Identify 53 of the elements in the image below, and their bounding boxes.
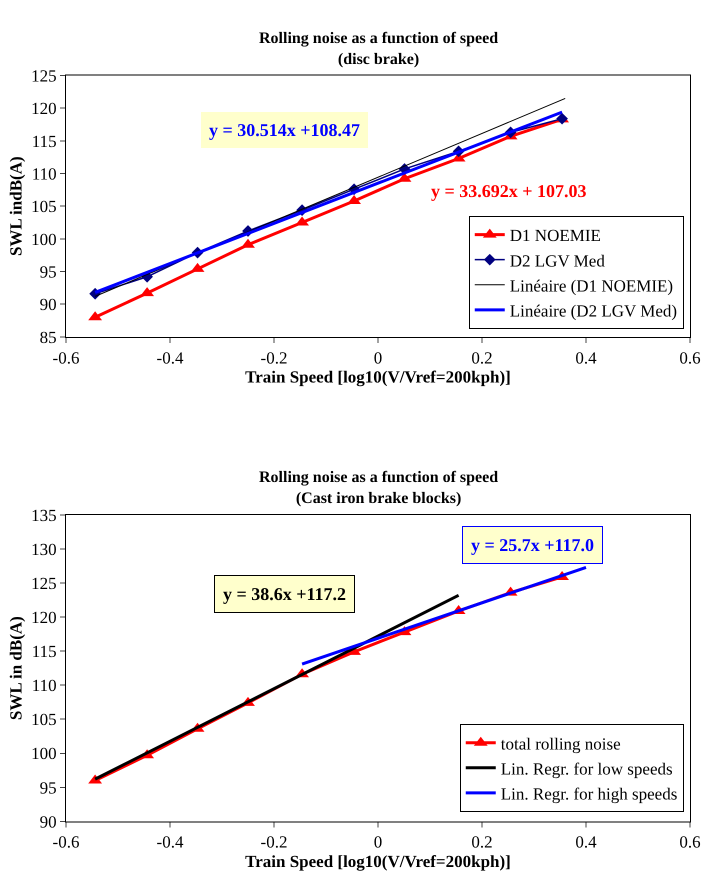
legend-label: Linéaire (D1 NOEMIE) bbox=[510, 276, 674, 296]
y-tick-label: 85 bbox=[40, 328, 57, 347]
y-tick-label: 110 bbox=[32, 164, 57, 184]
y-tick-label: 120 bbox=[31, 99, 57, 118]
y-tick-label: 135 bbox=[31, 506, 57, 525]
x-axis-title: Train Speed [log10(V/Vref=200kph)] bbox=[245, 368, 511, 387]
y-tick-label: 100 bbox=[31, 744, 57, 764]
legend-label: Lin. Regr. for low speeds bbox=[500, 759, 673, 778]
y-axis-title: SWL indB(A) bbox=[6, 156, 26, 256]
point bbox=[556, 112, 568, 125]
legend-label: D2 LGV Med bbox=[510, 251, 606, 270]
y-tick-label: 90 bbox=[40, 812, 57, 832]
x-tick-label: 0.2 bbox=[471, 832, 493, 852]
y-tick-label: 105 bbox=[31, 197, 57, 216]
y-tick-label: 115 bbox=[32, 132, 57, 151]
y-tick-label: 100 bbox=[31, 230, 57, 249]
x-tick-label: -0.4 bbox=[156, 832, 184, 852]
x-tick-label: 0.4 bbox=[575, 348, 598, 368]
chart-subtitle: (Cast iron brake blocks) bbox=[296, 490, 462, 507]
legend-label: Linéaire (D2 LGV Med) bbox=[510, 302, 678, 321]
x-tick-label: 0.6 bbox=[679, 832, 701, 852]
x-tick-label: 0 bbox=[374, 348, 382, 368]
chart-subtitle: (disc brake) bbox=[338, 50, 420, 68]
x-tick-label: -0.6 bbox=[52, 832, 80, 852]
x-tick-label: 0.6 bbox=[679, 348, 701, 368]
y-axis-title: SWL in dB(A) bbox=[6, 616, 26, 720]
y-tick-label: 130 bbox=[31, 540, 57, 559]
x-tick-label: -0.2 bbox=[260, 832, 288, 852]
y-tick-label: 90 bbox=[40, 295, 57, 314]
chart-title: Rolling noise as a function of speed bbox=[259, 469, 498, 486]
x-tick-label: 0.2 bbox=[471, 348, 493, 368]
legend-label: Lin. Regr. for high speeds bbox=[500, 784, 678, 804]
annotation: y = 38.6x +117.2 bbox=[223, 584, 346, 604]
annotation: y = 25.7x +117.0 bbox=[471, 535, 594, 555]
annotation: y = 33.692x + 107.03 bbox=[431, 181, 587, 201]
x-tick-label: -0.2 bbox=[260, 348, 288, 368]
x-tick-label: -0.6 bbox=[52, 348, 80, 368]
y-tick-label: 125 bbox=[31, 574, 57, 594]
y-tick-label: 105 bbox=[31, 710, 57, 730]
y-tick-label: 115 bbox=[32, 642, 57, 662]
y-tick-label: 95 bbox=[40, 262, 57, 282]
legend-label: D1 NOEMIE bbox=[510, 226, 601, 246]
y-tick-label: 125 bbox=[31, 66, 57, 86]
y-tick-label: 120 bbox=[31, 608, 57, 628]
chart-title: Rolling noise as a function of speed bbox=[259, 30, 498, 47]
annotation: y = 30.514x +108.47 bbox=[209, 120, 360, 140]
y-tick-label: 110 bbox=[32, 676, 57, 696]
x-tick-label: 0 bbox=[374, 832, 382, 852]
y-tick-label: 95 bbox=[40, 778, 57, 798]
x-tick-label: 0.4 bbox=[575, 832, 598, 852]
legend-label: total rolling noise bbox=[500, 734, 621, 754]
x-tick-label: -0.4 bbox=[156, 348, 184, 368]
x-axis-title: Train Speed [log10(V/Vref=200kph)] bbox=[245, 852, 511, 872]
